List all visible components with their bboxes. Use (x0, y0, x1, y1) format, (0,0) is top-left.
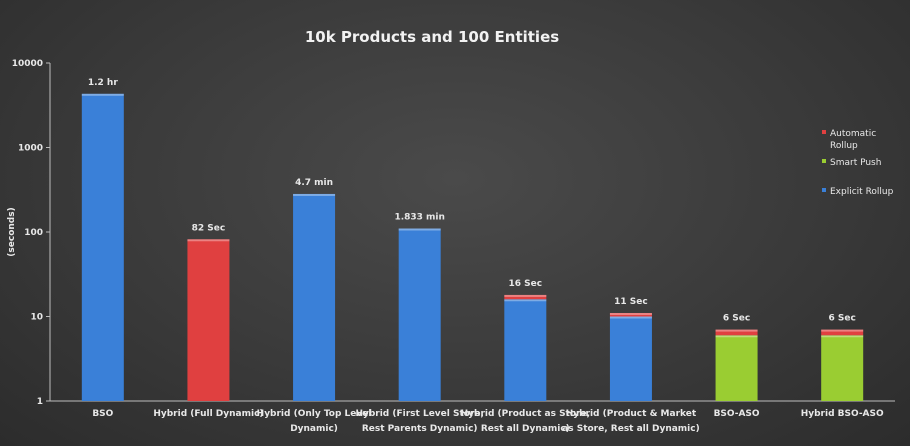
y-axis-label: (seconds) (7, 207, 17, 256)
chart-title: 10k Products and 100 Entities (305, 28, 559, 46)
bar-explicit-rollup (504, 299, 547, 401)
bar-highlight (293, 193, 336, 196)
y-tick-label: 10000 (12, 59, 43, 69)
bar-highlight (504, 294, 547, 297)
x-tick-label: Hybrid (Product as Store, (461, 409, 590, 419)
bar-highlight (187, 239, 230, 242)
legend-label: Rollup (830, 141, 858, 151)
y-tick-label: 100 (24, 228, 43, 238)
bar-smart-push (821, 335, 864, 401)
legend-swatch (822, 159, 826, 163)
legend-label: Smart Push (830, 158, 881, 168)
bar-explicit-rollup (609, 316, 652, 401)
x-tick-label: Rest all Dynamic) (481, 424, 570, 434)
bar-explicit-rollup (81, 93, 124, 401)
legend-swatch (822, 130, 826, 134)
data-label: 16 Sec (509, 279, 543, 289)
legend-swatch (822, 188, 826, 192)
bar-highlight (715, 329, 758, 332)
x-tick-label: Hybrid (Only Top Level (257, 409, 372, 419)
bar-explicit-rollup (398, 228, 441, 401)
bar-highlight (821, 335, 864, 338)
x-tick-label: Dynamic) (290, 424, 338, 434)
x-tick-label: BSO-ASO (714, 409, 760, 419)
bar-highlight (821, 329, 864, 332)
data-label: 6 Sec (829, 314, 856, 324)
x-tick-label: BSO (92, 409, 113, 419)
y-tick-label: 1000 (18, 144, 43, 154)
data-label: 1.833 min (394, 213, 444, 223)
bar-automatic-rollup (187, 239, 230, 401)
x-tick-label: Rest Parents Dynamic) (362, 424, 478, 434)
category-labels: BSO Hybrid (Full Dynamic)Hybrid (Only Top… (92, 409, 884, 434)
bar-automatic-rollup (715, 329, 758, 336)
x-tick-label: Hybrid BSO-ASO (801, 409, 884, 419)
bar-highlight (81, 93, 124, 96)
bar-highlight (398, 228, 441, 231)
bar-explicit-rollup (293, 193, 336, 401)
bar-highlight (504, 299, 547, 302)
data-label: 6 Sec (723, 314, 750, 324)
data-label: 1.2 hr (88, 78, 118, 88)
data-label: 82 Sec (192, 223, 226, 233)
y-tick-label: 10 (30, 313, 43, 323)
legend-label: Explicit Rollup (830, 187, 894, 197)
x-tick-label: Hybrid (Full Dynamic) (153, 409, 263, 419)
x-tick-label: Hybrid (First Level Store, (355, 409, 483, 419)
data-label: 11 Sec (614, 297, 648, 307)
bar-highlight (609, 313, 652, 316)
bars (81, 93, 864, 401)
bar-automatic-rollup (609, 313, 652, 317)
bar-automatic-rollup (504, 294, 547, 300)
data-labels: 1.2 hr 82 Sec 4.7 min 1.833 min 16 Sec 11 Sec… (88, 78, 856, 324)
y-tick-label: 1 (37, 397, 43, 407)
bar-smart-push (715, 335, 758, 401)
legend-label: Automatic (830, 129, 876, 139)
axes: 1 10 100 1000 10000 (12, 59, 895, 407)
bar-highlight (609, 316, 652, 319)
legend: Automatic Rollup Smart Push Explicit Rollup (822, 129, 894, 197)
x-tick-label: as Store, Rest all Dynamic) (562, 424, 700, 434)
x-tick-label: Hybrid (Product & Market (566, 409, 697, 419)
bar-highlight (715, 335, 758, 338)
bar-automatic-rollup (821, 329, 864, 336)
data-label: 4.7 min (295, 178, 333, 188)
